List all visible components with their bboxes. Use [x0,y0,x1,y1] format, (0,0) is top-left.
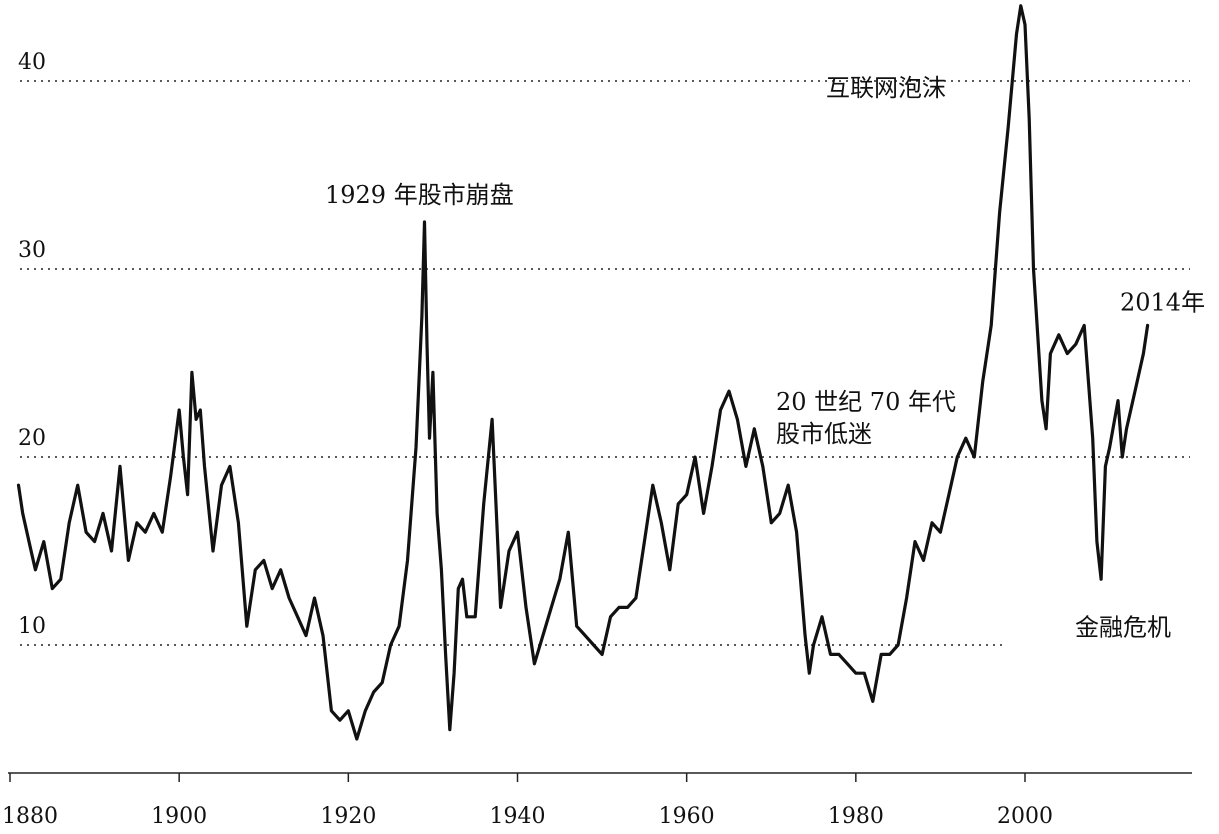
annotation-5: 金融危机 [1075,614,1171,642]
series-line-0 [16,4,1150,741]
annotation-3: 20 世纪 70 年代 [776,388,956,416]
annotation-4: 股市低迷 [776,420,872,448]
y-tick-label-10: 10 [18,614,46,639]
x-axis-ticks: 1880 1900 1920 1940 1960 1980 2000 [2,773,1053,829]
x-tick-label-1920: 1920 [320,804,376,829]
grid-lines [20,80,1190,646]
annotation-0: 1929 年股市崩盘 [325,181,514,209]
x-tick-label-1960: 1960 [659,804,715,829]
y-axis-labels: 10 20 30 40 [18,50,46,639]
y-tick-label-30: 30 [18,238,46,263]
x-tick-label-1900: 1900 [151,804,207,829]
annotation-1: 互联网泡沫 [826,74,946,102]
y-tick-label-40: 40 [18,50,46,75]
y-tick-label-20: 20 [18,426,46,451]
x-tick-label-1940: 1940 [490,804,546,829]
annotation-2: 2014年 [1120,288,1205,316]
x-tick-label-2000: 2000 [997,804,1053,829]
series-group [16,4,1150,741]
x-tick-label-1980: 1980 [828,804,884,829]
x-tick-label-1880: 1880 [2,804,58,829]
